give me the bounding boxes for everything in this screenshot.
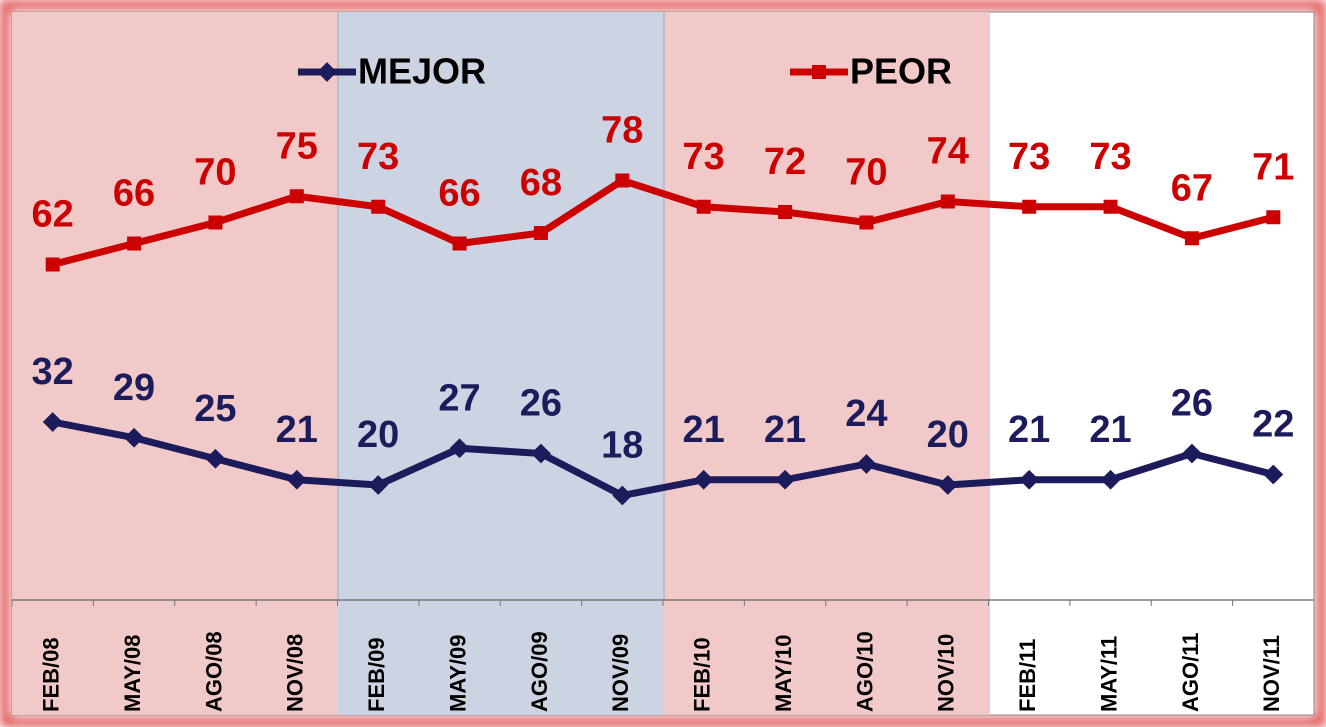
data-label: 21	[1008, 409, 1050, 451]
x-tick-label: AGO/08	[201, 631, 226, 712]
x-tick-label: MAY/10	[771, 635, 796, 712]
x-tick-label: AGO/09	[527, 631, 552, 712]
marker	[368, 475, 389, 495]
marker	[856, 454, 877, 474]
data-label: 73	[357, 136, 399, 178]
marker	[531, 443, 551, 464]
x-tick-label: FEB/08	[39, 637, 64, 712]
marker	[775, 469, 795, 490]
marker	[533, 226, 548, 240]
marker	[696, 199, 711, 214]
legend-marker	[812, 65, 826, 79]
data-label: 71	[1252, 146, 1294, 188]
band-2009	[338, 12, 664, 715]
data-label: 73	[1089, 136, 1131, 178]
data-label: 70	[194, 152, 236, 194]
x-tick-label: AGO/10	[852, 631, 877, 712]
data-label: 20	[927, 414, 969, 456]
x-tick-label: NOV/11	[1259, 635, 1284, 712]
line	[51, 177, 1275, 268]
marker	[1182, 443, 1202, 464]
marker	[615, 173, 630, 188]
marker	[127, 236, 142, 251]
x-tick-label: FEB/09	[364, 637, 389, 712]
marker	[859, 215, 874, 230]
legend-marker	[317, 62, 337, 82]
band-2008	[12, 12, 338, 715]
x-tick-label: MAY/08	[120, 635, 145, 712]
marker	[1184, 231, 1199, 246]
data-label: 32	[32, 351, 74, 393]
data-label: 67	[1171, 167, 1213, 209]
x-tick-label: NOV/09	[608, 634, 633, 712]
data-label: 75	[276, 125, 318, 167]
data-label: 29	[113, 367, 155, 409]
marker	[371, 199, 386, 214]
data-label: 22	[1252, 404, 1294, 446]
marker	[1103, 199, 1118, 214]
data-label: 68	[520, 162, 562, 204]
marker	[452, 236, 467, 251]
data-label: 72	[764, 141, 806, 183]
marker	[940, 194, 955, 209]
marker	[1100, 469, 1121, 490]
data-label: 78	[601, 110, 643, 152]
legend-label: MEJOR	[358, 51, 486, 92]
marker	[693, 469, 714, 490]
x-tick-label: FEB/11	[1015, 639, 1040, 712]
data-label: 25	[194, 388, 236, 430]
x-tick-label: MAY/09	[445, 635, 470, 712]
band-2010	[664, 12, 990, 715]
x-tick-label: NOV/10	[934, 634, 959, 712]
marker	[42, 412, 63, 432]
x-tick-label: MAY/11	[1096, 636, 1121, 712]
data-label: 26	[520, 383, 562, 425]
marker	[1263, 464, 1284, 485]
data-label: 66	[113, 173, 155, 215]
marker	[1019, 469, 1040, 490]
x-tick-label: FEB/10	[690, 637, 715, 712]
line	[52, 418, 1275, 499]
marker	[124, 427, 144, 448]
data-label: 21	[1089, 409, 1131, 451]
marker	[45, 257, 60, 272]
data-label: 20	[357, 414, 399, 456]
legend-label: PEOR	[850, 51, 952, 92]
data-label: 27	[438, 377, 480, 419]
marker	[205, 448, 226, 469]
marker	[286, 469, 307, 490]
marker	[778, 205, 793, 219]
marker	[612, 485, 633, 506]
x-tick-label: NOV/08	[283, 634, 308, 712]
data-label: 21	[764, 409, 806, 451]
data-label: 62	[32, 194, 74, 236]
x-tick-label: AGO/11	[1178, 633, 1203, 712]
data-label: 26	[1171, 383, 1213, 425]
data-label: 73	[683, 136, 725, 178]
data-label: 18	[601, 425, 643, 467]
data-label: 74	[927, 131, 969, 173]
marker	[208, 215, 223, 230]
data-label: 66	[438, 173, 480, 215]
marker	[449, 438, 470, 459]
marker	[1022, 199, 1037, 214]
data-label: 21	[683, 409, 725, 451]
data-label: 70	[845, 152, 887, 194]
marker	[1266, 210, 1281, 225]
marker	[937, 475, 958, 495]
data-label: 21	[276, 409, 318, 451]
data-label: 24	[845, 393, 887, 435]
data-label: 73	[1008, 136, 1050, 178]
marker	[289, 189, 304, 204]
